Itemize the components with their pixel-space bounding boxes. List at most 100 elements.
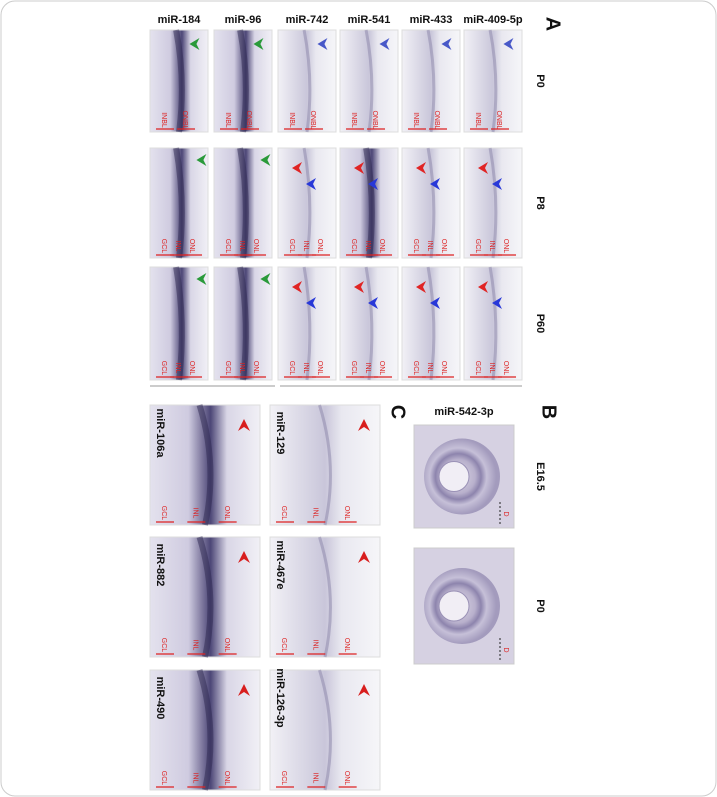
retina-layer xyxy=(237,266,249,381)
layer-label: INL xyxy=(488,241,495,252)
arrow xyxy=(416,162,426,174)
retina-layer xyxy=(173,29,185,133)
column-label: miR-742 xyxy=(286,14,329,26)
layer-label: INL xyxy=(364,241,371,252)
arrow xyxy=(478,281,488,293)
arrow xyxy=(317,38,328,50)
layer-label: GCL xyxy=(224,361,231,376)
layer-label: INL xyxy=(311,640,318,651)
arrow xyxy=(430,297,440,309)
layer-label: INBL xyxy=(288,112,295,128)
layer-label: INL xyxy=(191,640,198,651)
layer-label: INL xyxy=(302,241,309,252)
panel-label: miR-129 xyxy=(274,412,286,455)
arrow xyxy=(478,162,488,174)
layer-label: ONBL xyxy=(245,110,252,129)
layer-label: INBL xyxy=(160,112,167,128)
layer-label: ONBL xyxy=(433,110,440,129)
panel-letter: B xyxy=(538,405,560,419)
panel-label: miR-106a xyxy=(154,409,166,459)
retina-layer xyxy=(364,266,374,381)
layer-label: ONL xyxy=(440,239,447,254)
row-label: P0 xyxy=(534,599,546,612)
column-label: miR-184 xyxy=(158,14,202,26)
layer-label: ONBL xyxy=(181,110,188,129)
arrowhead xyxy=(358,684,370,696)
row-label: E16.5 xyxy=(534,462,546,491)
arrow xyxy=(416,281,426,293)
layer-label: GCL xyxy=(280,506,287,521)
layer-label: ONL xyxy=(223,638,230,653)
arrow xyxy=(260,273,271,285)
arrow xyxy=(189,38,200,50)
layer-label: INBL xyxy=(350,112,357,128)
retina-layer xyxy=(426,266,436,381)
arrowhead xyxy=(238,551,250,563)
layer-label: GCL xyxy=(474,239,481,254)
layer-label: INL xyxy=(302,363,309,374)
arrowhead xyxy=(238,684,250,696)
layer-label: GCL xyxy=(160,771,167,786)
layer-label: INL xyxy=(311,508,318,519)
panel-title: miR-542-3p xyxy=(434,406,494,418)
layer-label: GCL xyxy=(288,239,295,254)
layer-label: GCL xyxy=(412,239,419,254)
panel-label: miR-882 xyxy=(154,544,166,587)
arrow xyxy=(196,273,207,285)
retina-layer xyxy=(237,29,249,133)
retina-layer xyxy=(488,147,498,259)
arrow xyxy=(306,178,316,190)
layer-label: GCL xyxy=(160,239,167,254)
retina-layer xyxy=(318,536,332,658)
layer-label: INL xyxy=(174,241,181,252)
layer-label: ONL xyxy=(223,506,230,521)
layer-label: GCL xyxy=(224,239,231,254)
arrow xyxy=(368,297,378,309)
arrowhead xyxy=(358,419,370,431)
layer-label: GCL xyxy=(474,361,481,376)
layer-label: INL xyxy=(238,363,245,374)
layer-label: INL xyxy=(426,241,433,252)
layer-label: ONL xyxy=(188,239,195,254)
lens xyxy=(438,461,470,492)
column-label: miR-541 xyxy=(348,14,391,26)
retina-layer xyxy=(302,147,312,259)
layer-label: ONBL xyxy=(495,110,502,129)
layer-label: GCL xyxy=(350,361,357,376)
retina-layer xyxy=(173,266,185,381)
arrow xyxy=(354,162,364,174)
retina-layer xyxy=(302,29,312,133)
retina-layer xyxy=(318,404,332,526)
arrowhead xyxy=(358,551,370,563)
layer-label: INL xyxy=(174,363,181,374)
layer-label: INBL xyxy=(474,112,481,128)
retina-layer xyxy=(426,29,436,133)
retina-layer xyxy=(364,29,374,133)
panel-letter: C xyxy=(387,405,409,419)
layer-label: ONL xyxy=(252,361,259,376)
layer-label: ONL xyxy=(343,771,350,786)
axis-label: D xyxy=(502,511,509,516)
retina-layer xyxy=(173,147,185,259)
layer-label: ONL xyxy=(378,239,385,254)
layer-label: INL xyxy=(488,363,495,374)
retina-layer xyxy=(488,29,498,133)
layer-label: INL xyxy=(364,363,371,374)
layer-label: INL xyxy=(426,363,433,374)
row-label: P60 xyxy=(534,314,546,334)
retina-layer xyxy=(488,266,498,381)
arrow xyxy=(292,281,302,293)
layer-label: GCL xyxy=(412,361,419,376)
panel-label: miR-490 xyxy=(154,677,166,720)
layer-label: ONL xyxy=(316,239,323,254)
panel-label: miR-126-3p xyxy=(274,668,286,728)
retina-layer xyxy=(237,147,249,259)
row-label: P0 xyxy=(534,74,546,87)
layer-label: ONL xyxy=(316,361,323,376)
column-label: miR-433 xyxy=(410,14,453,26)
layer-label: INL xyxy=(311,773,318,784)
layer-label: ONBL xyxy=(309,110,316,129)
row-label: P8 xyxy=(534,196,546,209)
